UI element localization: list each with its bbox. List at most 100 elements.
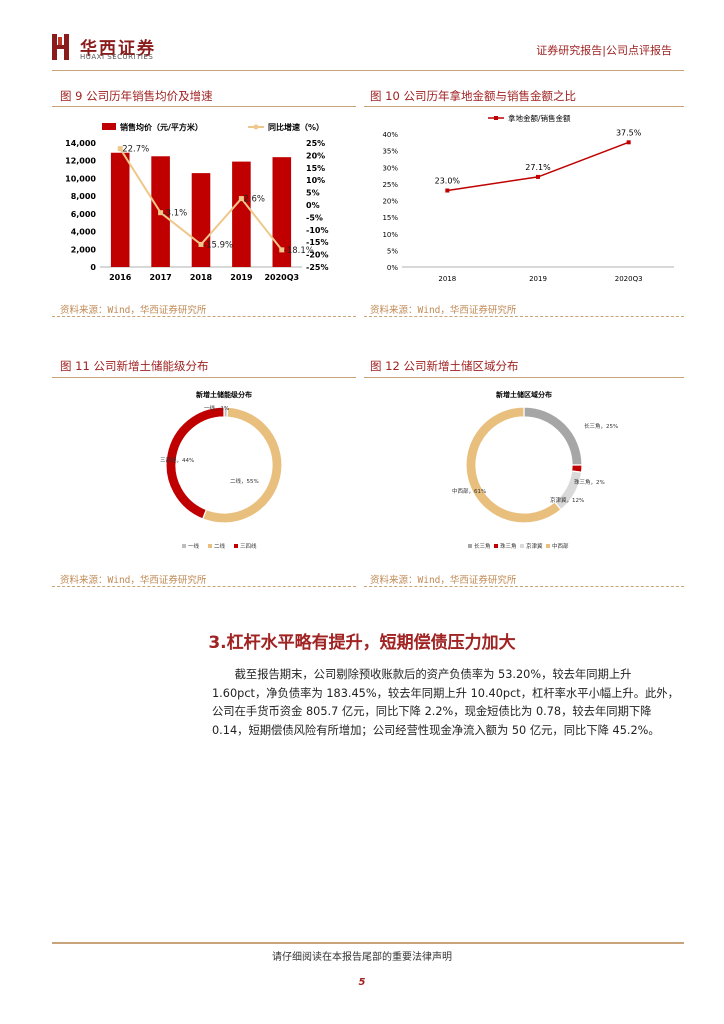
y-tick-label: 10% [382, 231, 398, 239]
legend-swatch [494, 544, 498, 548]
slice-长三角 [523, 406, 583, 466]
x-tick-label: 2018 [190, 273, 213, 282]
chart-fig9: 销售均价（元/平方米） 同比增速（%） 0 2,000 4,000 6,000 8,00… [65, 122, 328, 282]
legend-swatch [182, 544, 186, 548]
x-tick-label: 2019 [230, 273, 253, 282]
fig12-title-line [364, 377, 684, 378]
point-ratio [536, 174, 540, 179]
point-ratio [626, 140, 631, 145]
point-ratio [445, 188, 450, 193]
y-tick-label: 6,000 [71, 210, 97, 219]
fig11-source: 资料来源：Wind，华西证券研究所 [60, 575, 207, 586]
point-growth [158, 210, 164, 216]
section-paragraph: 截至报告期末，公司剔除预收账款后的资产负债率为 53.20%，较去年同期上升 1… [212, 668, 679, 737]
legend-marker-growth [253, 124, 259, 130]
legend-label: 珠三角 [500, 542, 517, 550]
y2-tick-label: 20% [306, 151, 325, 160]
data-label-growth: -3.1% [163, 209, 188, 219]
point-growth [198, 241, 204, 247]
fig11-source-line [52, 586, 356, 587]
y-tick-label: 5% [387, 247, 398, 255]
slice-三四线 [165, 406, 225, 520]
fig10-title: 图 10 公司历年拿地金额与销售金额之比 [370, 89, 576, 103]
slice-label: 中西部，61% [452, 487, 486, 495]
legend-swatch [520, 544, 524, 548]
bar-price [232, 161, 251, 267]
fig11-chart-title: 新增土储能级分布 [196, 390, 252, 399]
page-number: 5 [358, 977, 366, 988]
header-divider [52, 70, 684, 71]
point-growth [117, 146, 123, 152]
data-label-growth: -15.9% [203, 240, 233, 250]
fig10-source-line [364, 316, 684, 317]
x-tick-label: 2018 [438, 275, 456, 283]
chart-fig11: 新增土储能级分布 一线，1% 二线，55% 三四线，44% 一线 二线 三四线 [160, 390, 283, 550]
legend-swatch-price [102, 123, 116, 130]
footer-disclaimer: 请仔细阅读在本报告尾部的重要法律声明 [272, 952, 452, 963]
data-label-growth: 22.7% [122, 145, 149, 155]
y2-tick-label: 15% [306, 164, 325, 173]
slice-label: 珠三角，2% [574, 478, 605, 486]
report-type: 证券研究报告|公司点评报告 [536, 44, 672, 57]
x-tick-label: 2020Q3 [615, 275, 643, 283]
legend-label-growth: 同比增速（%） [268, 122, 324, 132]
fig9-source-line [52, 316, 356, 317]
fig12-source-line [364, 586, 684, 587]
y-tick-label: 2,000 [71, 245, 97, 254]
legend-label: 一线 [188, 542, 200, 550]
fig10-title-line [364, 106, 684, 107]
fig9-source: 资料来源：Wind，华西证券研究所 [60, 305, 207, 316]
y-tick-label: 35% [382, 148, 398, 156]
y-tick-label: 0 [90, 263, 96, 272]
y2-tick-label: -10% [306, 226, 328, 235]
slice-label: 二线，55% [230, 477, 259, 485]
slice-中西部 [465, 406, 562, 524]
slice-label: 长三角，25% [584, 422, 618, 430]
section-body: 截至报告期末，公司剔除预收账款后的资产负债率为 53.20%，较去年同期上升 1… [212, 666, 688, 740]
fig9-title: 图 9 公司历年销售均价及增速 [60, 89, 213, 103]
y-tick-label: 40% [382, 131, 398, 139]
data-label-ratio: 37.5% [616, 128, 642, 137]
chart-fig12: 新增土储区域分布 长三角，25% 珠三角，2% 京津冀，12% 中西部，61% 长三角… [452, 390, 618, 550]
chart-fig10: 拿地金额/销售金额 0% 5% 10% 15% 20% 25% 30% 35% 40% 2018 2… [382, 113, 674, 283]
legend-label-price: 销售均价（元/平方米） [120, 122, 203, 132]
y-tick-label: 12,000 [65, 157, 96, 166]
y-tick-label: 20% [382, 198, 398, 206]
bar-price [191, 173, 211, 267]
y-tick-label: 8,000 [71, 192, 97, 201]
section-title: 3.杠杆水平略有提升，短期偿债压力加大 [208, 633, 516, 653]
legend-swatch [208, 544, 212, 548]
footer-divider [52, 942, 684, 944]
y2-tick-label: 25% [306, 139, 325, 148]
y-tick-label: 0% [387, 264, 398, 272]
y-tick-label: 10,000 [65, 174, 96, 183]
logo-text: 华西证券 [80, 39, 156, 59]
legend-label: 长三角 [474, 542, 491, 550]
fig9-title-line [52, 106, 356, 107]
point-growth [238, 196, 244, 202]
y-tick-label: 25% [382, 181, 398, 189]
fig11-title-line [52, 377, 356, 378]
logo-icon [52, 34, 69, 60]
point-growth [279, 247, 285, 253]
fig10-source: 资料来源：Wind，华西证券研究所 [370, 305, 517, 316]
fig12-title: 图 12 公司新增土储区域分布 [370, 359, 519, 373]
legend-swatch [546, 544, 550, 548]
logo-subtext: HUAXI SECURITIES [80, 53, 154, 61]
legend-marker-ratio [494, 116, 498, 120]
x-tick-label: 2017 [149, 273, 171, 282]
fig12-source: 资料来源：Wind，华西证券研究所 [370, 575, 517, 586]
legend-swatch [234, 544, 238, 548]
y-tick-label: 4,000 [71, 228, 97, 237]
y-tick-label: 30% [382, 164, 398, 172]
data-label-ratio: 27.1% [525, 163, 551, 172]
y2-tick-label: -20% [306, 251, 328, 260]
y2-tick-label: -25% [306, 263, 328, 272]
legend-label-ratio: 拿地金额/销售金额 [508, 113, 571, 123]
y2-tick-label: 0% [306, 201, 320, 210]
slice-label: 三四线，44% [160, 456, 194, 464]
slice-label: 京津冀，12% [550, 496, 584, 504]
y2-tick-label: 5% [306, 189, 320, 198]
x-tick-label: 2016 [109, 273, 132, 282]
x-tick-label: 2019 [529, 275, 547, 283]
